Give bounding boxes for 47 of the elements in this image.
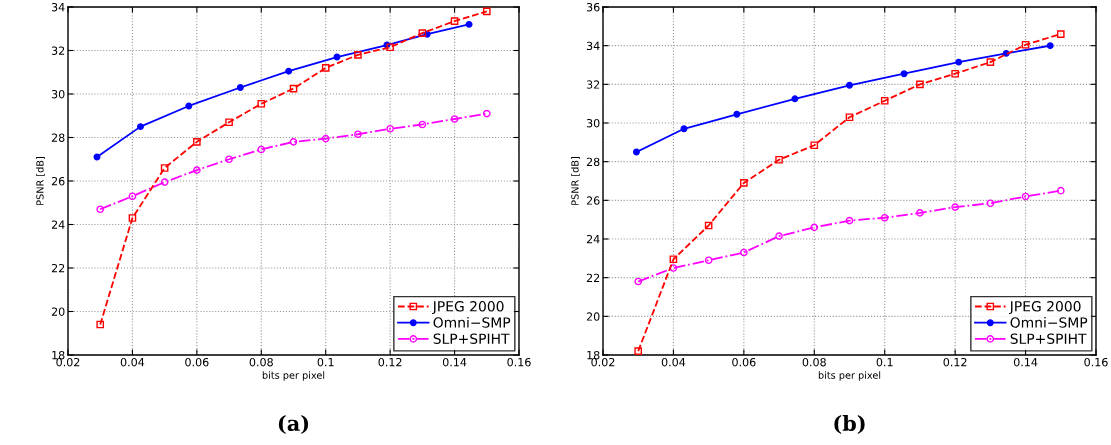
x-tick-label: 0.14 bbox=[1013, 357, 1038, 367]
legend-label: SLP+SPIHT bbox=[1010, 333, 1087, 344]
x-tick-label: 0.02 bbox=[591, 357, 615, 367]
x-tick-label: 0.02 bbox=[56, 357, 80, 367]
x-tick-label: 0.04 bbox=[661, 357, 686, 367]
x-tick-label: 0.1 bbox=[876, 357, 893, 367]
legend-label: Omni−SMP bbox=[433, 317, 511, 328]
y-tick-label: 18 bbox=[587, 350, 600, 360]
y-tick-label: 30 bbox=[51, 89, 65, 99]
text: (b) bbox=[834, 414, 865, 434]
x-tick-label: 0.12 bbox=[943, 357, 967, 367]
text: (a) bbox=[278, 414, 309, 434]
y-tick-label: 20 bbox=[51, 307, 65, 316]
x-tick-label: 0.04 bbox=[120, 357, 145, 367]
x-tick-label: 0.08 bbox=[249, 357, 273, 367]
y-tick-label: 18 bbox=[52, 350, 65, 360]
y-tick-label: 32 bbox=[51, 46, 65, 55]
y-tick-label: 26 bbox=[586, 196, 600, 205]
y-tick-label: 24 bbox=[586, 234, 600, 244]
y-tick-label: 28 bbox=[51, 133, 65, 142]
y-axis-title: PSNR [dB] bbox=[36, 157, 45, 205]
y-tick-label: 32 bbox=[586, 80, 600, 89]
x-tick-label: 0.1 bbox=[317, 357, 334, 367]
y-tick-label: 26 bbox=[51, 176, 65, 186]
legend-label: Omni−SMP bbox=[1010, 317, 1088, 328]
x-axis-title: bits per pixel bbox=[262, 371, 325, 381]
y-tick-label: 28 bbox=[586, 157, 600, 167]
x-tick-label: 0.06 bbox=[185, 357, 209, 367]
y-tick-label: 22 bbox=[51, 263, 65, 273]
x-tick-label: 0.06 bbox=[732, 357, 756, 367]
x-tick-label: 0.14 bbox=[442, 357, 467, 367]
x-axis-title: bits per pixel bbox=[818, 371, 881, 381]
y-tick-label: 34 bbox=[51, 2, 65, 12]
x-tick-label: 0.12 bbox=[378, 357, 402, 367]
y-tick-label: 36 bbox=[586, 2, 600, 12]
y-axis-title: PSNR [dB] bbox=[571, 157, 580, 205]
legend-label: SLP+SPIHT bbox=[433, 333, 510, 344]
y-tick-label: 34 bbox=[586, 41, 600, 51]
legend-label: JPEG 2000 bbox=[1009, 301, 1081, 315]
x-tick-label: 0.08 bbox=[802, 357, 826, 367]
y-tick-label: 24 bbox=[51, 220, 65, 229]
y-tick-label: 22 bbox=[586, 273, 600, 282]
y-tick-label: 30 bbox=[586, 118, 600, 128]
y-tick-label: 20 bbox=[586, 312, 600, 321]
x-tick-label: 0.16 bbox=[1084, 357, 1108, 367]
legend-label: JPEG 2000 bbox=[432, 301, 504, 315]
x-tick-label: 0.16 bbox=[507, 357, 531, 367]
